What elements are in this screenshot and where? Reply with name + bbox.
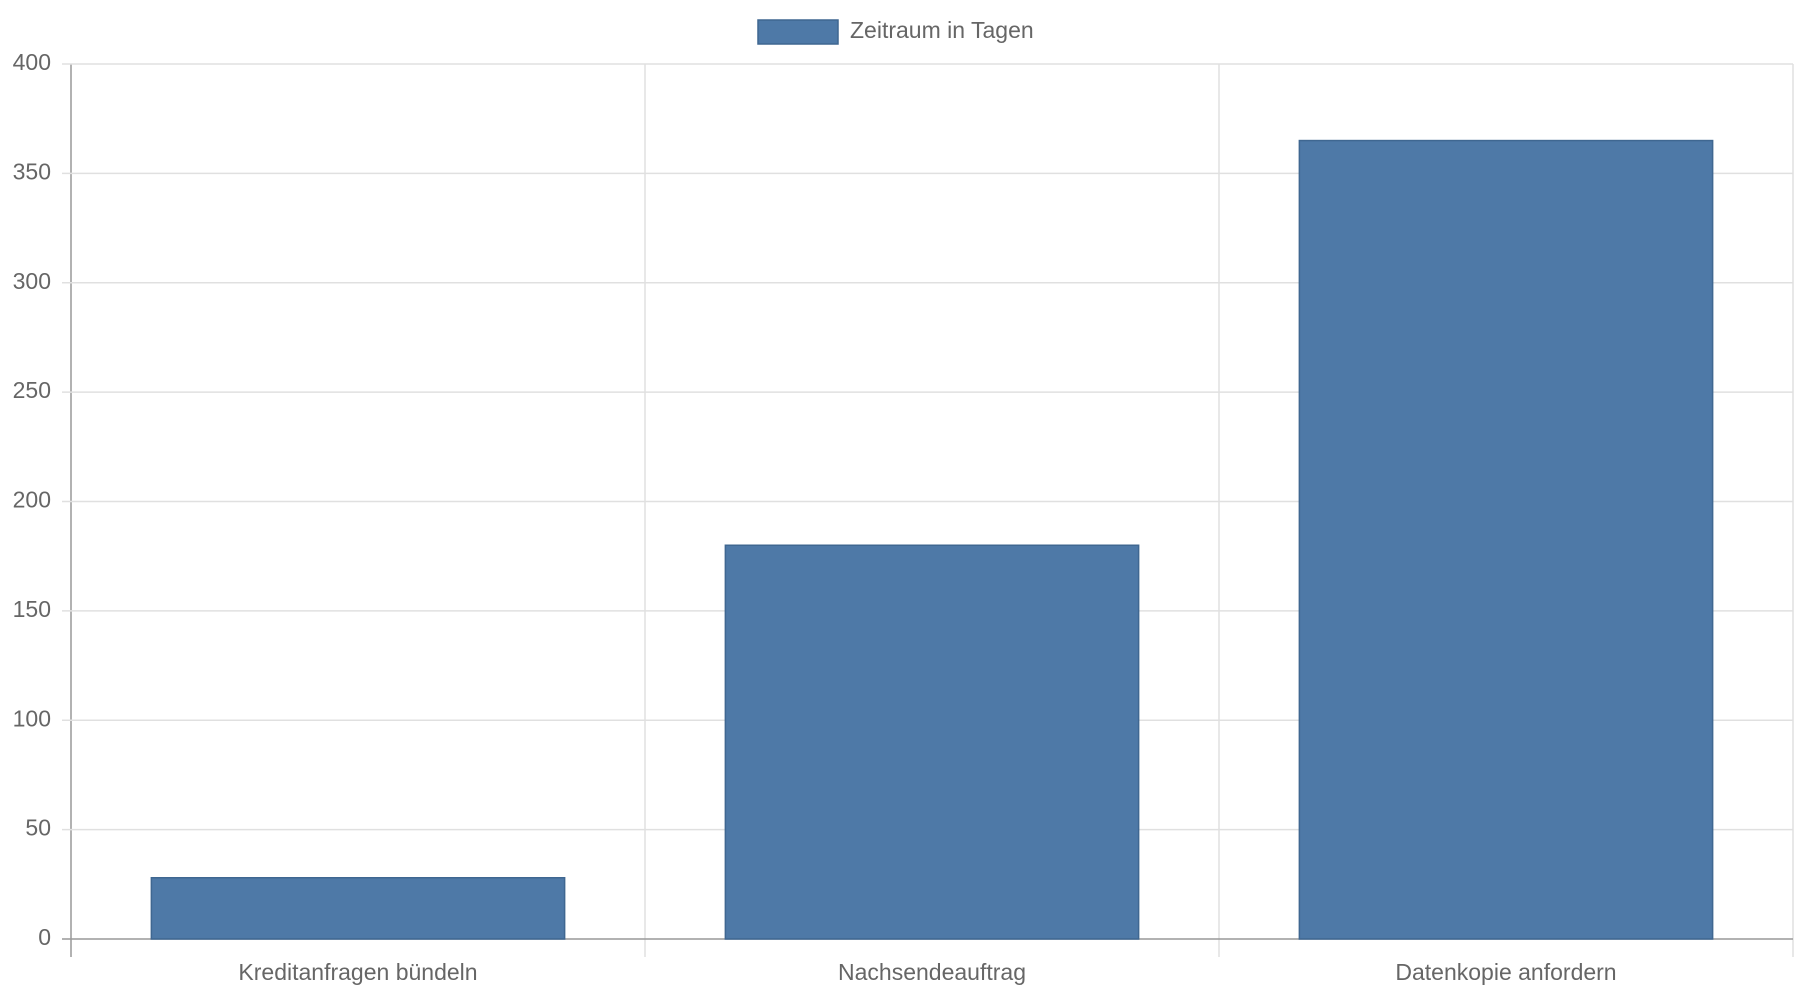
bar	[1298, 139, 1714, 940]
y-tick-label: 0	[38, 924, 51, 950]
y-tick-label: 200	[13, 487, 51, 513]
legend-swatch	[757, 19, 839, 45]
y-tick-label: 50	[25, 815, 51, 841]
x-tick-label: Kreditanfragen bündeln	[238, 959, 477, 985]
y-tick-label: 300	[13, 268, 51, 294]
bar	[724, 544, 1140, 940]
legend-label: Zeitraum in Tagen	[850, 17, 1034, 43]
x-tick-label: Datenkopie anfordern	[1395, 959, 1616, 985]
y-tick-label: 400	[13, 49, 51, 75]
y-tick-label: 350	[13, 158, 51, 184]
y-tick-label: 150	[13, 596, 51, 622]
y-tick-label: 250	[13, 377, 51, 403]
y-tick-label: 100	[13, 705, 51, 731]
x-tick-label: Nachsendeauftrag	[838, 959, 1026, 985]
bar	[150, 877, 566, 940]
